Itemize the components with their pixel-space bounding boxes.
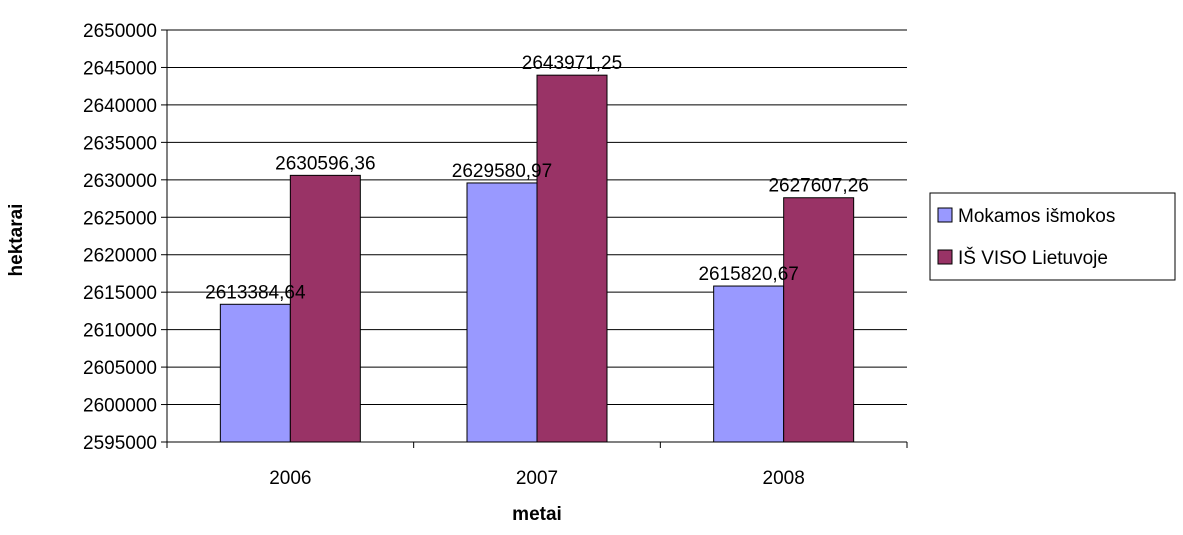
y-tick-label: 2645000 [83,58,157,79]
bar [536,74,608,443]
legend-label-mokamos: Mokamos išmokos [958,206,1115,227]
bar [713,285,785,443]
bar [466,182,538,443]
axes [166,30,907,443]
legend-box [929,192,1176,281]
data-label: 2613384,64 [205,282,306,303]
x-tick-label: 2008 [763,468,805,489]
y-tick-label: 2630000 [83,171,157,192]
y-tick-label: 2650000 [83,21,157,42]
y-tick-label: 2625000 [83,208,157,229]
data-label: 2630596,36 [275,153,375,174]
y-axis-ticks: 2595000 2600000 2605000 2610000 2615000 26200… [83,21,167,454]
x-axis-ticks: 2006 2007 2008 [166,442,908,489]
bar [289,174,361,443]
y-tick-label: 2600000 [83,396,157,417]
y-tick-label: 2595000 [83,433,157,454]
bar [219,303,291,443]
y-tick-label: 2640000 [83,96,157,117]
legend: Mokamos išmokos IŠ VISO Lietuvoje [929,192,1176,281]
y-tick-label: 2605000 [83,358,157,379]
y-tick-label: 2610000 [83,321,157,342]
x-tick-label: 2007 [516,468,558,489]
data-labels: 2613384,64 2630596,36 2629580,97 2643971,25… [205,53,869,303]
legend-swatch-mokamos [937,207,953,223]
y-tick-label: 2620000 [83,246,157,267]
data-label: 2629580,97 [452,161,552,182]
legend-swatch-is-viso [937,249,953,265]
y-tick-label: 2615000 [83,283,157,304]
data-label: 2615820,67 [698,264,798,285]
bars [219,74,855,443]
y-tick-label: 2635000 [83,133,157,154]
x-tick-label: 2006 [269,468,311,489]
data-label: 2643971,25 [522,53,622,74]
y-axis-title: hektarai [6,204,27,277]
bar [783,197,855,443]
data-label: 2627607,26 [768,176,868,197]
legend-label-is-viso: IŠ VISO Lietuvoje [958,247,1108,269]
x-axis-title: metai [512,504,562,525]
